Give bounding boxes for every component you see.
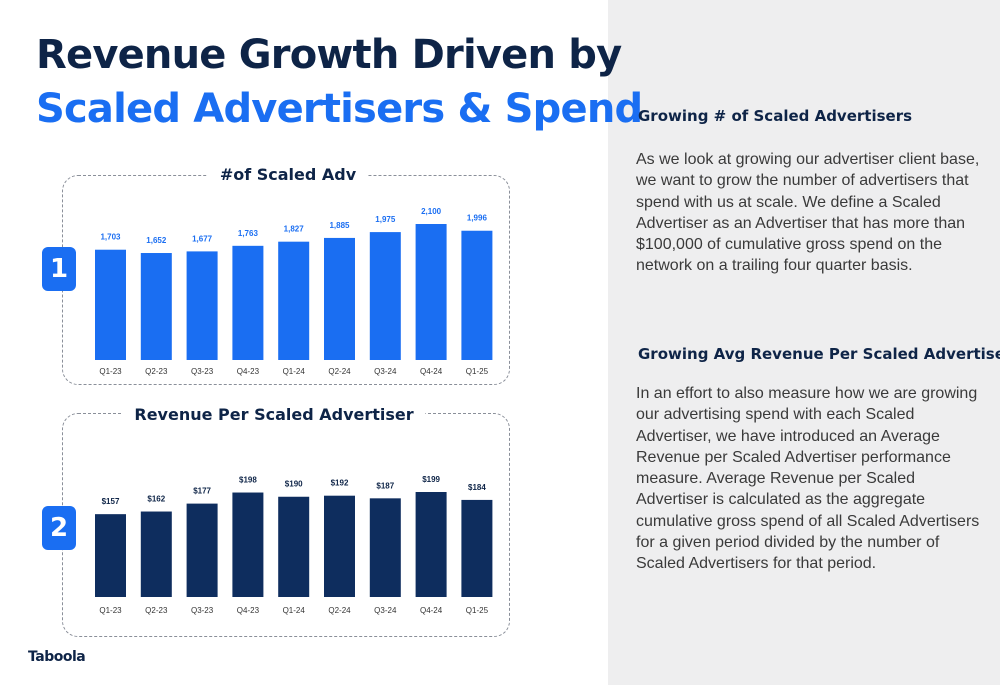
chart-2-value-label: $192 <box>331 479 349 488</box>
chart-2-tick-label: Q2-23 <box>145 606 168 615</box>
chart-2-value-label: $157 <box>102 497 120 506</box>
chart-2-bar <box>140 511 172 597</box>
chart-2-bar <box>415 492 447 597</box>
page-title: Revenue Growth Driven by Scaled Advertis… <box>36 28 643 136</box>
chart-1-value-label: 1,975 <box>375 215 396 224</box>
chart-1-tick-label: Q1-25 <box>466 367 489 376</box>
chart-2-tick-label: Q1-25 <box>466 606 489 615</box>
chart-2-bar <box>186 503 218 597</box>
chart-1-bar <box>95 249 126 360</box>
section-1-body: As we look at growing our advertiser cli… <box>636 151 980 275</box>
chart-2-bar <box>369 498 401 597</box>
chart-1-bar <box>278 241 310 360</box>
taboola-logo: Taboola <box>28 649 86 665</box>
page-title-line-1: Revenue Growth Driven by <box>36 32 622 78</box>
chart-1-title: #of Scaled Adv <box>207 165 369 184</box>
right-panel <box>608 0 1000 685</box>
chart-1-value-label: 1,652 <box>146 236 167 245</box>
chart-2-badge: 2 <box>42 506 76 550</box>
chart-1-tick-label: Q2-24 <box>328 367 351 376</box>
chart-2-value-label: $162 <box>147 495 165 504</box>
chart-1-value-label: 1,827 <box>284 225 305 234</box>
chart-1-bar <box>324 237 355 360</box>
chart-1-bar <box>140 253 172 360</box>
chart-1-tick-label: Q1-24 <box>283 367 306 376</box>
section-2-body: In an effort to also measure how we are … <box>636 385 980 573</box>
chart-1-bar <box>415 224 447 360</box>
chart-1-bar <box>461 230 493 360</box>
chart-2-tick-label: Q3-23 <box>191 606 214 615</box>
chart-1-tick-label: Q1-23 <box>99 367 122 376</box>
chart-1-tick-label: Q4-24 <box>420 367 443 376</box>
chart-1-value-label: 1,996 <box>467 214 488 223</box>
chart-2-tick-label: Q4-23 <box>237 606 260 615</box>
chart-2-tick-label: Q2-24 <box>328 606 351 615</box>
chart-1-tick-label: Q3-23 <box>191 367 214 376</box>
chart-2-value-label: $184 <box>468 483 486 492</box>
page-title-line-2: Scaled Advertisers & Spend <box>36 86 643 132</box>
section-1-heading: Growing # of Scaled Advertisers <box>638 107 913 125</box>
chart-2-bar <box>324 495 355 597</box>
chart-1-value-label: 1,763 <box>238 229 259 238</box>
chart-1-tick-label: Q2-23 <box>145 367 168 376</box>
chart-2-value-label: $190 <box>285 480 303 489</box>
chart-1-bar <box>186 251 218 360</box>
chart-2-tick-label: Q3-24 <box>374 606 397 615</box>
chart-1-badge: 1 <box>42 247 76 291</box>
section-2-heading: Growing Avg Revenue Per Scaled Advertise… <box>638 345 1000 363</box>
chart-2-value-label: $199 <box>422 475 440 484</box>
chart-1-value-label: 1,677 <box>192 234 213 243</box>
chart-2-value-label: $177 <box>193 487 211 496</box>
chart-1-value-label: 1,703 <box>100 233 121 242</box>
chart-2-bar <box>278 496 310 597</box>
chart-2-bar <box>95 514 126 597</box>
chart-2-bar <box>232 492 264 597</box>
chart-1-bar <box>232 245 264 360</box>
chart-2-tick-label: Q1-24 <box>283 606 306 615</box>
chart-2-tick-label: Q1-23 <box>99 606 122 615</box>
chart-1-tick-label: Q3-24 <box>374 367 397 376</box>
chart-1-bar <box>369 232 401 360</box>
chart-2-tick-label: Q4-24 <box>420 606 443 615</box>
chart-2-bar <box>461 499 493 597</box>
chart-2-value-label: $187 <box>376 481 394 490</box>
chart-1-tick-label: Q4-23 <box>237 367 260 376</box>
chart-1-value-label: 1,885 <box>329 221 350 230</box>
chart-2-value-label: $198 <box>239 476 257 485</box>
chart-2-title: Revenue Per Scaled Advertiser <box>122 405 426 424</box>
chart-1-value-label: 2,100 <box>421 207 442 216</box>
